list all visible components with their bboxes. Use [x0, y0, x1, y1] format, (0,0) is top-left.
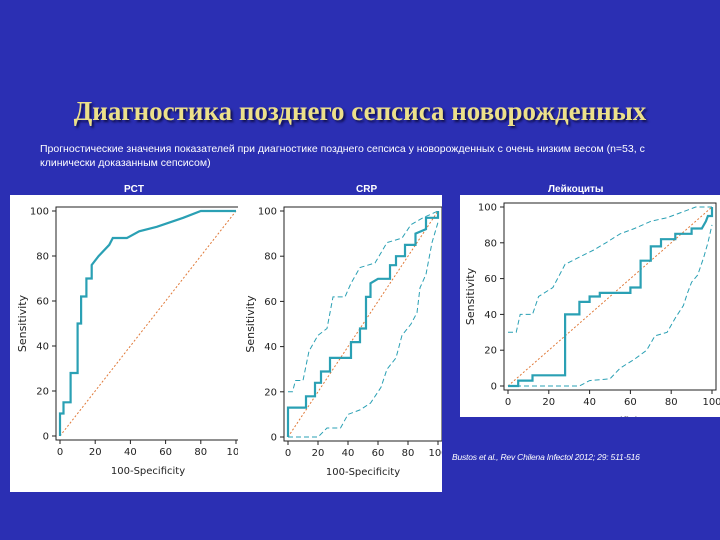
x-tick-label: 0 [505, 397, 511, 408]
chart-label-crp: CRP [356, 184, 378, 195]
x-tick-label: 100 [428, 448, 442, 459]
y-tick-label: 60 [484, 274, 497, 285]
x-tick-label: 60 [624, 397, 637, 408]
reference-diagonal [507, 206, 713, 387]
x-tick-label: 40 [124, 447, 137, 458]
x-tick-label: 80 [194, 447, 207, 458]
confidence-band [288, 210, 439, 393]
reference-diagonal [59, 210, 237, 437]
reference-diagonal [287, 210, 439, 438]
roc-curve [286, 211, 440, 437]
x-tick-label: 60 [372, 448, 385, 459]
plot-frame [283, 206, 442, 442]
x-tick-label: 100 [226, 447, 238, 458]
x-tick-label: 0 [285, 448, 291, 459]
x-tick-label: 80 [665, 397, 678, 408]
confidence-band [508, 206, 712, 333]
roc-chart-leukocytes: 0 20 40 60 80 100 0 20 40 60 80 100 100-Specificity S… [464, 202, 720, 417]
x-axis-label: 100-Specificity [573, 416, 647, 417]
y-tick-label: 20 [36, 387, 49, 398]
confidence-band [288, 222, 439, 438]
y-axis-label: Sensitivity [464, 267, 477, 325]
y-axis-label: Sensitivity [244, 295, 257, 353]
y-tick-label: 40 [484, 310, 497, 321]
y-tick-label: 60 [36, 297, 49, 308]
x-tick-label: 40 [342, 448, 355, 459]
y-tick-label: 100 [258, 207, 277, 218]
x-tick-label: 80 [402, 448, 415, 459]
x-tick-label: 40 [583, 397, 596, 408]
y-tick-label: 60 [264, 297, 277, 308]
y-tick-label: 80 [264, 252, 277, 263]
y-tick-label: 100 [30, 207, 49, 218]
roc-panel-right: 0 20 40 60 80 100 0 20 40 60 80 100 100-Specificity S… [460, 195, 720, 417]
roc-panel-left: 0 20 40 60 80 100 0 20 40 60 80 100 100-Specificity S… [10, 195, 442, 492]
x-tick-label: 60 [159, 447, 172, 458]
y-tick-label: 0 [43, 432, 49, 443]
citation: Bustos et al., Rev Chilena Infectol 2012… [452, 452, 640, 462]
x-tick-label: 20 [312, 448, 325, 459]
y-tick-label: 0 [271, 433, 277, 444]
confidence-band [508, 224, 713, 387]
x-tick-label: 20 [89, 447, 102, 458]
slide-title: Диагностика позднего сепсиса новорожденн… [73, 96, 647, 126]
roc-curve [508, 207, 714, 388]
y-axis-label: Sensitivity [16, 294, 29, 352]
x-axis-label: 100-Specificity [326, 467, 400, 478]
x-tick-label: 20 [542, 397, 555, 408]
y-tick-label: 100 [478, 203, 497, 214]
y-tick-label: 20 [484, 346, 497, 357]
y-tick-label: 40 [36, 342, 49, 353]
x-axis-label: 100-Specificity [111, 466, 185, 477]
y-tick-label: 20 [264, 387, 277, 398]
chart-label-leukocytes: Лейкоциты [548, 184, 604, 195]
y-tick-label: 40 [264, 342, 277, 353]
roc-chart-pct: 0 20 40 60 80 100 0 20 40 60 80 100 100-Specificity S… [16, 206, 238, 477]
slide-subtitle: Прогностические значения показателей при… [40, 143, 645, 169]
roc-curve [58, 209, 236, 436]
plot-frame [503, 202, 717, 391]
roc-chart-crp: 0 20 40 60 80 100 0 20 40 60 80 100 100-Specificity S… [244, 206, 442, 478]
chart-label-pct: PCT [124, 184, 144, 195]
y-tick-label: 80 [484, 238, 497, 249]
y-tick-label: 80 [36, 252, 49, 263]
plot-frame [55, 206, 238, 441]
x-tick-label: 0 [57, 447, 63, 458]
y-tick-label: 0 [491, 382, 497, 393]
x-tick-label: 100 [702, 397, 720, 408]
